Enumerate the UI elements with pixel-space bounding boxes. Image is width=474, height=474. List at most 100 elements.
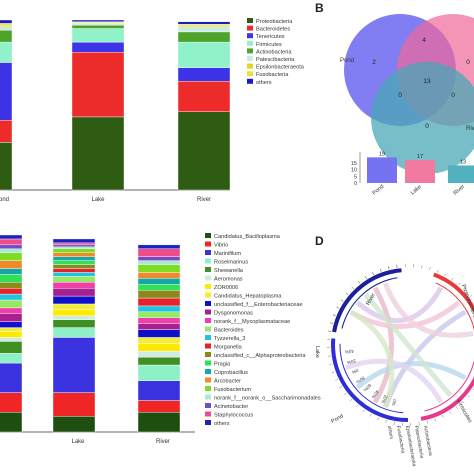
legend-swatch-arcobacter <box>205 377 211 383</box>
chord-tick <box>328 330 332 332</box>
legend-label-norank-f-norank-o-saccharimonadales: norank_f__norank_o__Saccharimonadales <box>214 396 321 402</box>
bar-segment-river-bacteroides <box>137 311 181 318</box>
legend-label-zor0006: ZOR0006 <box>214 285 238 291</box>
venn-count-river-only: 0 <box>425 123 429 130</box>
chord-ribbon-3 <box>355 361 467 390</box>
bar-segment-river-proteobacteria <box>177 111 231 191</box>
bar-segment-lake-arcobacter <box>52 252 96 257</box>
bar-segment-pond-aeromonas <box>0 337 23 342</box>
bar-segment-pond-actinobacteria <box>0 30 13 43</box>
bar-segment-pond-zor0006 <box>0 331 23 338</box>
chord-sector-proteobacteria <box>433 272 474 314</box>
chord-tick <box>469 294 472 298</box>
bar-segment-pond-proteobacteria <box>0 142 13 191</box>
chord-tick <box>362 409 365 413</box>
chord-percent-label-3: 60% <box>362 383 372 393</box>
venn-bar-label-lake: Lake <box>410 184 423 196</box>
chord-tick <box>369 413 372 417</box>
x-tick-label-pond: ond <box>0 197 9 203</box>
legend-swatch-vibrio <box>205 241 211 247</box>
chord-tick <box>357 281 361 284</box>
legend-swatch-tyzzerella-3 <box>205 335 211 340</box>
venn-count-pond-river: 0 <box>398 92 402 99</box>
legend-swatch-marinifilum <box>205 250 211 255</box>
chord-ribbon-1 <box>372 286 394 404</box>
legend-label-marinifilum: Marinifilum <box>214 251 241 257</box>
legend-swatch-unclassified-f-enterobacteriaceae <box>205 301 211 306</box>
legend-swatch-actinobacteria <box>247 48 253 54</box>
chord-tick <box>449 410 452 414</box>
bar-segment-pond-marinifilum <box>0 362 23 393</box>
bar-segment-lake-norank-f-norank-o-saccharimonadales <box>52 246 96 249</box>
legend-label-staphylococcus: Staphylococcus <box>214 413 253 419</box>
bar-segment-river-epsilonbacteraeota <box>177 24 231 28</box>
bar-segment-river-morganella <box>137 297 181 307</box>
bar-segment-lake-candidatus-bacilloplasma <box>52 416 96 433</box>
chord-tick <box>442 415 444 418</box>
legend-swatch-others <box>205 420 211 425</box>
venn-bars-y-tick-5: 5 <box>354 174 357 180</box>
legend-swatch-others <box>247 78 253 84</box>
venn-bar-value-lake: 17 <box>417 154 423 160</box>
legend-swatch-unclassified-c-alphaproteobacteria <box>205 352 211 357</box>
bar-segment-lake-morganella <box>52 268 96 273</box>
chord-percent-label-1: 20% <box>380 394 388 404</box>
chord-ribbon-8 <box>383 282 474 338</box>
legend-label-tyzzerella-3: Tyzzerella_3 <box>214 336 245 342</box>
bar-segment-river-others <box>137 244 181 249</box>
legend-label-bacteroidetes: Bacteroidetes <box>256 27 290 33</box>
panel-c-stacked-bar-chart: Lake River Candidatus_Bacilloplasma Vibrio M… <box>0 233 321 445</box>
bar-segment-pond-candidatus-bacilloplasma <box>0 412 23 433</box>
chord-tick <box>340 299 344 302</box>
bar-segment-pond-arcobacter <box>0 260 23 269</box>
venn-bar-value-river: 13 <box>460 159 466 165</box>
bar-segment-river-zor0006 <box>137 343 181 352</box>
bar-segment-pond-staphylococcus <box>0 238 23 246</box>
bar-segment-river-patescibacteria <box>177 26 231 33</box>
chord-tick <box>351 286 354 290</box>
chord-tick <box>467 394 471 398</box>
chord-inner-track-firmicutes <box>424 361 474 412</box>
legend-label-firmicutes: Firmicutes <box>256 42 282 48</box>
legend-label-candidatus-hepatoplasma: Candidatus_Hepatoplasma <box>214 294 282 300</box>
chord-tick <box>463 288 467 291</box>
legend-label-bacteroides: Bacteroides <box>214 328 244 334</box>
chord-inner-track-lake <box>341 277 398 329</box>
bar-segment-pond-dysgonomonas <box>0 313 23 322</box>
chord-sector-firmicutes <box>420 376 474 421</box>
venn-bars-y-tick-10: 10 <box>351 168 357 174</box>
legend-swatch-proteobacteria <box>247 18 253 23</box>
x-tick-label-lake: Lake <box>71 439 85 445</box>
venn-set-label-pond: Pond <box>340 58 354 64</box>
legend-label-pragia: Pragia <box>214 362 231 368</box>
chord-tick <box>331 371 335 373</box>
bar-segment-river-unclassified-f-enterobacteriaceae <box>137 329 181 338</box>
x-tick-label-lake: Lake <box>91 197 105 203</box>
bar-segment-river-acinetobacter <box>137 256 181 261</box>
bar-segment-river-pragia <box>137 284 181 291</box>
chord-sector-pond <box>331 338 409 422</box>
chord-percent-label-0: 0% <box>391 399 398 407</box>
bar-segment-river-tyzzerella-3 <box>137 305 181 313</box>
legend-label-roseimarinus: Roseimarinus <box>214 260 248 266</box>
bar-segment-lake-actinobacteria <box>71 24 125 29</box>
chord-tick <box>330 322 334 324</box>
legend-swatch-shewanella <box>205 267 211 272</box>
bar-segment-pond-fusobacteria <box>0 23 13 26</box>
chord-ribbon-5 <box>363 292 453 398</box>
legend-label-others: others <box>256 80 272 86</box>
bar-segment-pond-coprobacillus <box>0 268 23 275</box>
bar-segment-river-candidatus-hepatoplasma <box>137 337 181 344</box>
bar-segment-lake-bacteroidetes <box>71 52 125 118</box>
bar-segment-lake-unclassified-c-alphaproteobacteria <box>52 264 96 269</box>
bar-segment-river-coprobacillus <box>137 278 181 285</box>
legend-swatch-patescibacteria <box>247 56 253 61</box>
legend-swatch-morganella <box>205 343 211 349</box>
bar-segment-river-aeromonas <box>137 351 181 358</box>
chord-tick <box>455 406 459 409</box>
chord-percent-label-5: 0% <box>351 368 359 375</box>
chord-bottom-label-fusobacteria: Fusobacteria <box>395 425 406 454</box>
bar-segment-lake-dysgonomonas <box>52 287 96 297</box>
chord-ribbon-6 <box>345 358 444 404</box>
legend-swatch-candidatus-bacilloplasma <box>205 233 211 238</box>
